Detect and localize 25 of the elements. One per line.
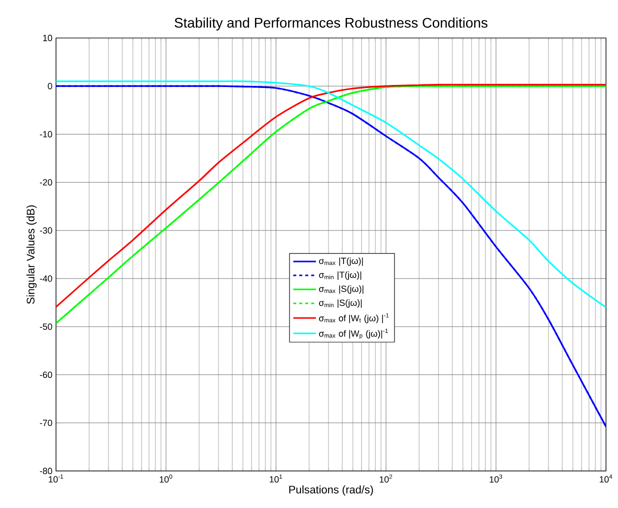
x-tick-label: 10$^{3}$ [490, 474, 502, 483]
y-tick-label: -60 [40, 372, 52, 378]
legend-label: σ$_{max}$ of |W$_{t}$ (jω) |$^{-1}$ [319, 313, 389, 324]
y-tick-label: -20 [40, 179, 52, 186]
x-tick-label: 10$^{-1}$ [48, 474, 64, 483]
y-tick-label: -30 [40, 227, 52, 234]
x-tick-label: 10$^{4}$ [600, 474, 612, 483]
legend-label: σ$_{min}$ |T(jω)| [319, 271, 362, 280]
y-tick-label: -50 [40, 323, 52, 330]
legend-label: σ$_{max}$ of |W$_{p}$ (jω)|$^{-1}$ [319, 328, 388, 339]
y-tick-label: -10 [40, 131, 52, 138]
x-tick-label: 10$^{2}$ [380, 474, 392, 483]
y-tick-label: -70 [40, 420, 52, 426]
legend-label: σ$_{max}$ |S(jω)| [319, 285, 364, 294]
y-tick-label: -80 [40, 468, 52, 474]
y-tick-label: -40 [40, 275, 52, 282]
x-tick-label: 10$^{0}$ [160, 474, 172, 483]
chart-title: Stability and Performances Robustness Conditions [174, 17, 488, 30]
y-tick-label: 10 [43, 34, 52, 42]
y-axis-title: Singular Values (dB) [26, 205, 37, 304]
legend-label: σ$_{max}$ |T(jω)| [319, 257, 363, 266]
y-tick-label: 0 [48, 82, 52, 90]
legend-label: σ$_{min}$ |S(jω)| [319, 299, 362, 308]
x-tick-label: 10$^{1}$ [270, 474, 282, 483]
x-axis-title: Pulsations (rad/s) [289, 485, 373, 496]
